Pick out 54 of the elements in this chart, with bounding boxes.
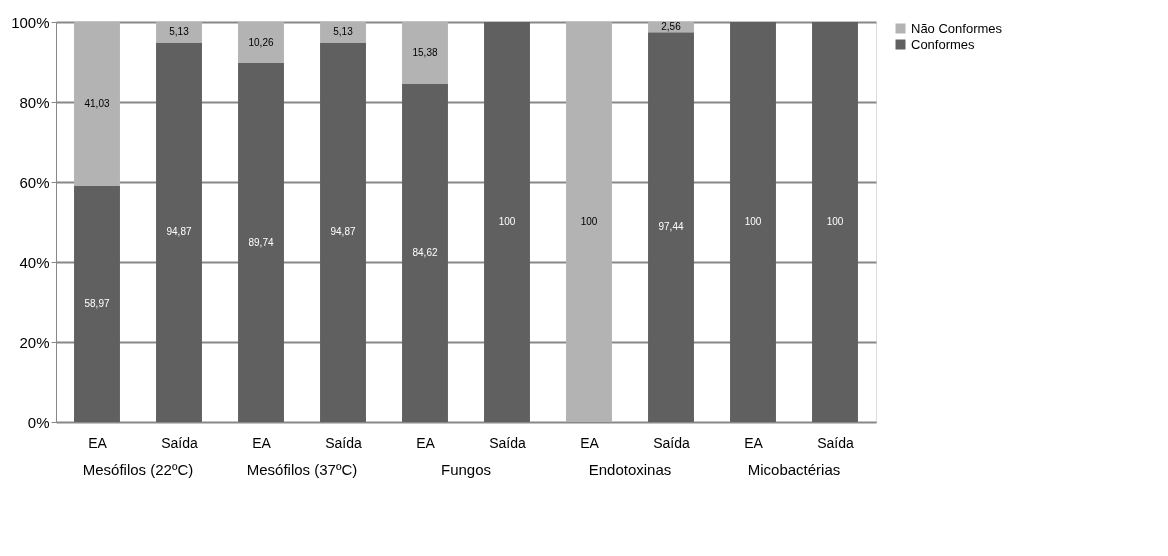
bar <box>402 22 448 84</box>
x-tick-label: Saída <box>489 434 526 451</box>
x-tick-label: Saída <box>325 434 362 451</box>
x-tick-label: EA <box>744 434 764 451</box>
x-tick-label: EA <box>252 434 272 451</box>
data-label: 94,87 <box>330 226 356 238</box>
legend-label: Não Conformes <box>911 20 1003 36</box>
data-label: 41,03 <box>84 98 110 110</box>
x-tick-label: EA <box>580 434 600 451</box>
bar <box>74 22 120 187</box>
data-label: 100 <box>498 216 516 227</box>
bar <box>238 63 284 422</box>
data-label: 97,44 <box>658 221 684 233</box>
y-tick-label: 40% <box>19 253 50 271</box>
data-label: 2,56 <box>661 21 682 33</box>
bar <box>238 22 284 64</box>
data-label: 89,74 <box>248 236 274 248</box>
y-tick-label: 20% <box>19 333 50 351</box>
data-label: 100 <box>826 216 844 227</box>
x-tick-label: Saída <box>817 434 854 451</box>
y-tick-label: 60% <box>19 173 50 191</box>
data-label: 94,87 <box>166 226 192 238</box>
data-label: 84,62 <box>412 246 438 258</box>
x-tick-label: EA <box>416 434 436 451</box>
data-label: 5,13 <box>333 26 354 38</box>
data-label: 100 <box>744 216 762 227</box>
y-tick-label: 100% <box>11 13 50 31</box>
data-label: 100 <box>580 216 598 227</box>
x-tick-label: Saída <box>161 434 198 451</box>
bar <box>484 22 530 422</box>
bar <box>320 22 366 43</box>
legend-label: Conformes <box>911 36 976 52</box>
text: Endotoxinas <box>588 461 672 478</box>
y-tick-label: 0% <box>27 413 50 431</box>
y-tick-label: 80% <box>19 93 50 111</box>
data-label: 15,38 <box>412 46 438 58</box>
bar <box>320 42 366 422</box>
bar <box>156 22 202 43</box>
bar <box>74 186 120 422</box>
x-tick-label: EA <box>88 434 108 451</box>
text: Micobactérias <box>747 461 841 478</box>
bar <box>730 22 776 422</box>
text: Fungos <box>440 461 492 478</box>
text: Mesófilos (22ºC) <box>82 461 194 478</box>
bar <box>402 83 448 422</box>
bar <box>566 22 612 422</box>
x-tick-label: Saída <box>653 434 690 451</box>
data-label: 58,97 <box>84 298 110 310</box>
data-label: 5,13 <box>169 26 190 38</box>
bar <box>648 32 694 422</box>
data-label: 10,26 <box>248 36 274 48</box>
bar <box>156 42 202 422</box>
text: Mesófilos (37ºC) <box>246 461 358 478</box>
bar <box>812 22 858 422</box>
